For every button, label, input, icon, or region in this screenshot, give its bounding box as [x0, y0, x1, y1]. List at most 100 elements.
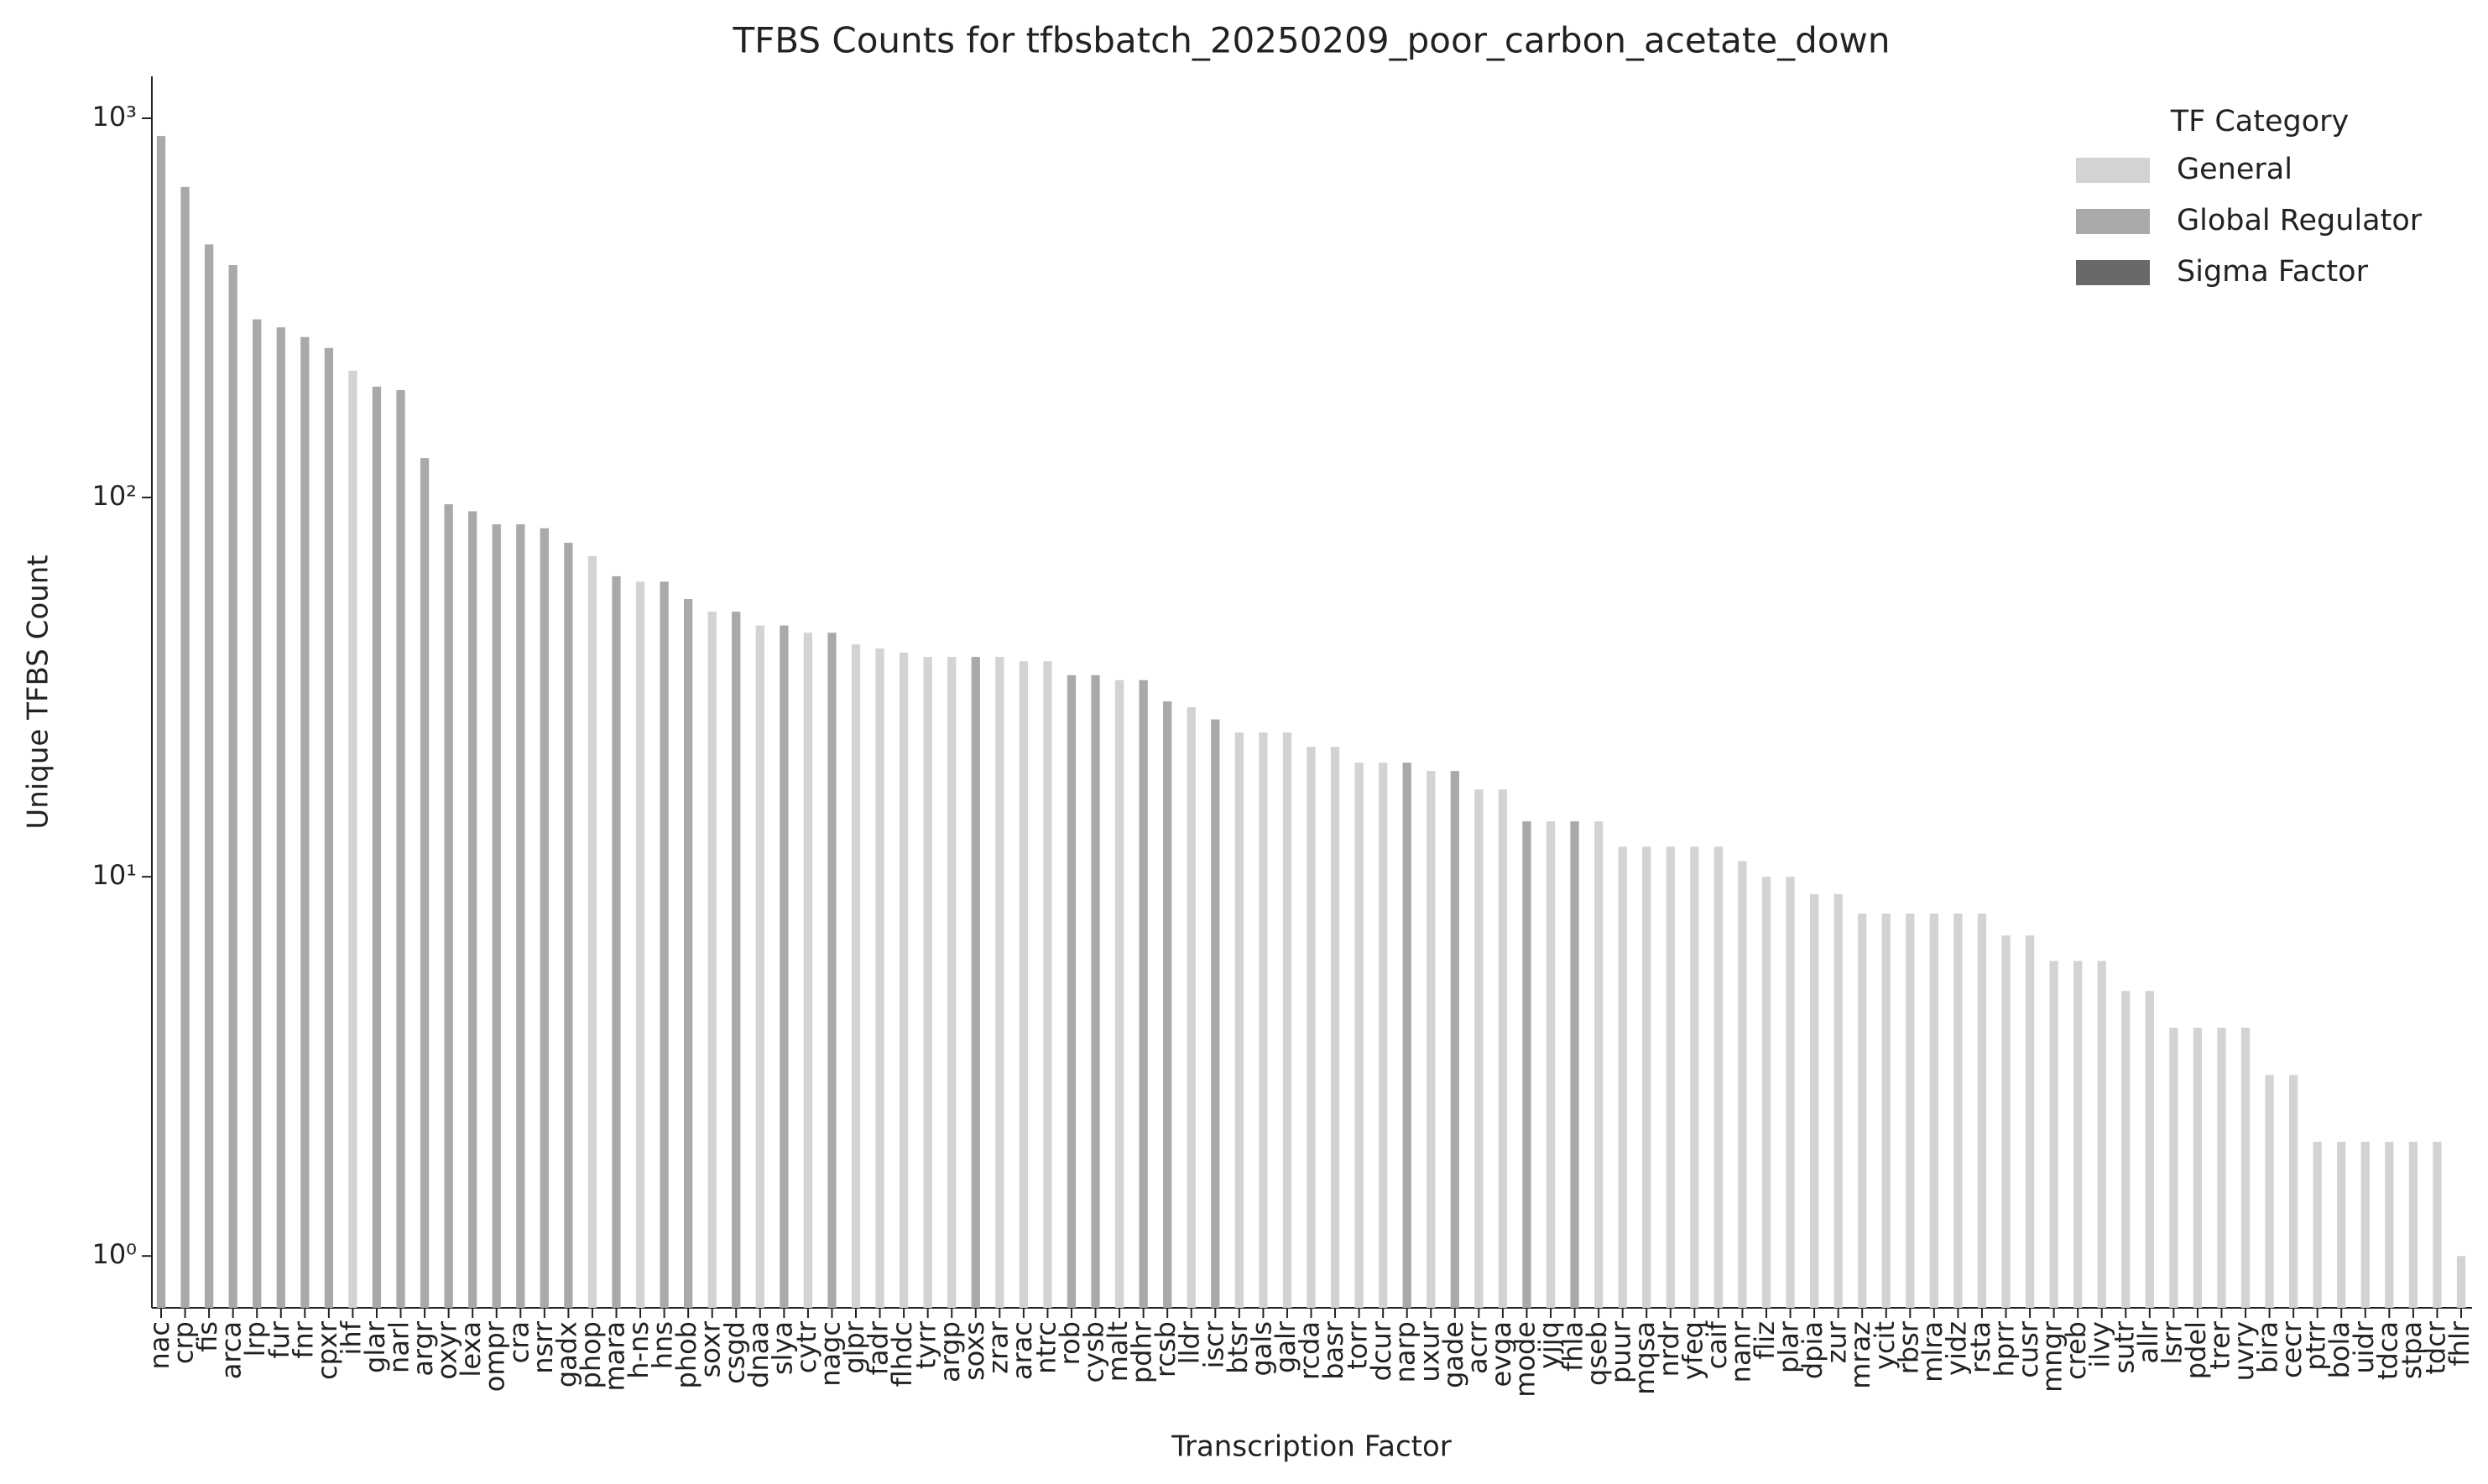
x-tick-label: fadr	[863, 1320, 895, 1375]
bar	[1833, 893, 1843, 1308]
x-tick-label: mlra	[1917, 1321, 1948, 1382]
bar	[2121, 991, 2131, 1308]
x-tick-label: cpxr	[311, 1320, 343, 1380]
bar	[372, 386, 382, 1308]
bar	[1019, 661, 1029, 1308]
x-tick-label: fhlr	[2444, 1320, 2475, 1366]
x-tick-label: iscr	[1197, 1320, 1229, 1368]
bar	[300, 336, 310, 1308]
bar	[1139, 680, 1148, 1308]
bar	[1498, 789, 1508, 1308]
bar	[2169, 1028, 2178, 1308]
bar	[1809, 893, 1819, 1308]
x-tick-label: nsrr	[527, 1320, 559, 1374]
bar	[540, 528, 549, 1308]
x-tick-label: gadx	[550, 1321, 582, 1388]
chart-title: TFBS Counts for tfbsbatch_20250209_poor_…	[732, 20, 1890, 61]
x-tick-label: pdhr	[1126, 1320, 1158, 1383]
bar	[444, 504, 453, 1308]
bar	[2360, 1142, 2370, 1308]
x-tick-label: argp	[934, 1321, 966, 1382]
bar	[803, 633, 813, 1308]
x-tick-label: lldr	[1174, 1320, 1206, 1364]
bar	[684, 599, 693, 1308]
x-tick-label: zrar	[982, 1320, 1014, 1374]
bar	[995, 657, 1004, 1308]
bar	[468, 511, 477, 1308]
bar	[1067, 674, 1077, 1308]
x-tick-label: hprr	[1989, 1320, 2021, 1377]
bar	[1666, 846, 1675, 1308]
bar	[1929, 913, 1938, 1308]
bar	[587, 556, 597, 1308]
bar	[2025, 935, 2035, 1308]
x-tick-label: nagc	[814, 1321, 846, 1387]
x-tick-label: tdca	[2371, 1321, 2403, 1380]
x-tick-label: fis	[191, 1321, 223, 1352]
x-tick-label: plar	[1773, 1320, 1805, 1373]
bar	[1881, 913, 1891, 1308]
bar	[1618, 846, 1627, 1308]
x-tick-label: uvry	[2228, 1321, 2260, 1381]
x-axis-label: Transcription Factor	[1171, 1430, 1452, 1464]
bar	[1234, 732, 1244, 1308]
x-tick-label: uxur	[1413, 1320, 1445, 1382]
x-tick-label: lrp	[239, 1321, 271, 1356]
x-tick-label: rcsb	[1150, 1321, 1181, 1377]
bar	[1043, 661, 1052, 1308]
bar	[1307, 747, 1316, 1308]
bar	[923, 657, 932, 1308]
legend-title: TF Category	[2170, 105, 2350, 138]
bar	[947, 657, 957, 1308]
x-tick-label: mode	[1509, 1321, 1541, 1398]
x-tick-label: yjjq	[1533, 1321, 1565, 1369]
bar	[1546, 821, 1556, 1308]
x-tick-label: narp	[1390, 1321, 1421, 1382]
x-tick-label: cusr	[2012, 1320, 2044, 1378]
x-tick-label: arca	[216, 1321, 248, 1379]
bar	[564, 542, 573, 1308]
y-tick-label: 10³	[91, 101, 137, 133]
bar	[516, 523, 525, 1308]
bar	[1593, 821, 1604, 1308]
bar	[612, 575, 621, 1308]
bar	[156, 136, 166, 1308]
x-tick-label: sutr	[2108, 1320, 2140, 1374]
x-tick-label: rob	[1054, 1321, 1086, 1365]
bar	[2337, 1142, 2346, 1308]
bar	[2193, 1028, 2203, 1308]
x-tick-label: rcda	[1294, 1321, 1326, 1380]
x-tick-label: hns	[647, 1321, 679, 1369]
x-tick-label: mraz	[1844, 1321, 1876, 1389]
x-tick-label: phob	[670, 1321, 702, 1388]
bar	[971, 657, 980, 1308]
x-tick-label: ilvy	[2084, 1321, 2116, 1368]
x-tick-label: ompr	[479, 1320, 511, 1392]
x-tick-label: h-ns	[623, 1321, 655, 1379]
bar	[2240, 1028, 2251, 1308]
x-tick-label: ihf	[335, 1320, 367, 1355]
x-tick-label: torr	[1342, 1320, 1374, 1370]
legend-swatch	[2076, 260, 2150, 285]
bar	[660, 581, 669, 1308]
bar	[2073, 961, 2083, 1308]
bar	[1259, 732, 1268, 1308]
bar	[2408, 1142, 2418, 1308]
bar	[1977, 913, 1987, 1308]
x-tick-label: slya	[766, 1321, 798, 1375]
bar	[875, 648, 884, 1308]
bar	[755, 625, 764, 1308]
x-tick-label: evga	[1485, 1321, 1517, 1388]
x-tick-label: caif	[1701, 1320, 1733, 1369]
bar	[492, 523, 501, 1308]
bar	[324, 347, 334, 1308]
x-tick-label: flhdc	[886, 1321, 918, 1387]
x-tick-label: crp	[168, 1321, 200, 1364]
x-tick-label: btsr	[1222, 1320, 1254, 1374]
bar	[1450, 771, 1459, 1308]
x-tick-label: gade	[1437, 1321, 1469, 1388]
x-tick-label: fhla	[1557, 1321, 1589, 1372]
bar	[1570, 821, 1579, 1308]
legend-swatch	[2076, 209, 2150, 234]
bar	[1474, 789, 1484, 1308]
